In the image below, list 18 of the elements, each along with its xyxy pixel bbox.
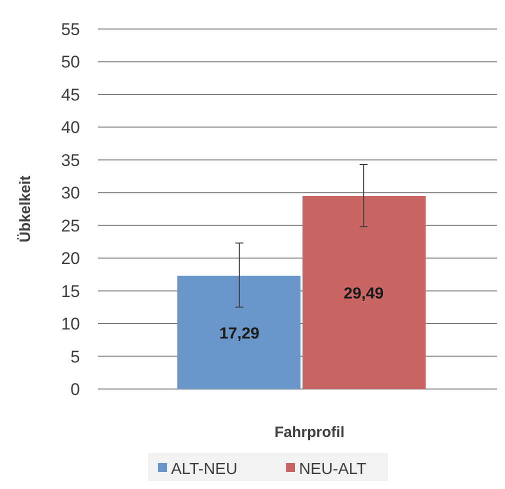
y-tick-label: 50	[61, 52, 80, 72]
y-tick-label: 25	[61, 216, 80, 236]
legend-label: ALT-NEU	[171, 461, 238, 478]
data-label: 17,29	[219, 325, 260, 342]
y-tick-label: 30	[61, 184, 80, 203]
data-label: 29,49	[344, 285, 384, 302]
y-tick-label: 15	[61, 282, 80, 301]
y-tick-label: 10	[61, 314, 80, 334]
x-axis-title: Fahrprofil	[274, 424, 344, 441]
y-tick-label: 40	[61, 118, 80, 138]
y-tick-label: 35	[61, 150, 80, 170]
legend-label: NEU-ALT	[299, 461, 366, 478]
y-tick-label: 45	[61, 85, 80, 104]
y-axis-title: Übkelkeit	[17, 176, 34, 242]
y-tick-label: 55	[61, 20, 80, 39]
y-tick-label: 0	[70, 380, 80, 399]
y-tick-label: 20	[61, 249, 80, 268]
y-tick-label: 5	[70, 347, 80, 366]
